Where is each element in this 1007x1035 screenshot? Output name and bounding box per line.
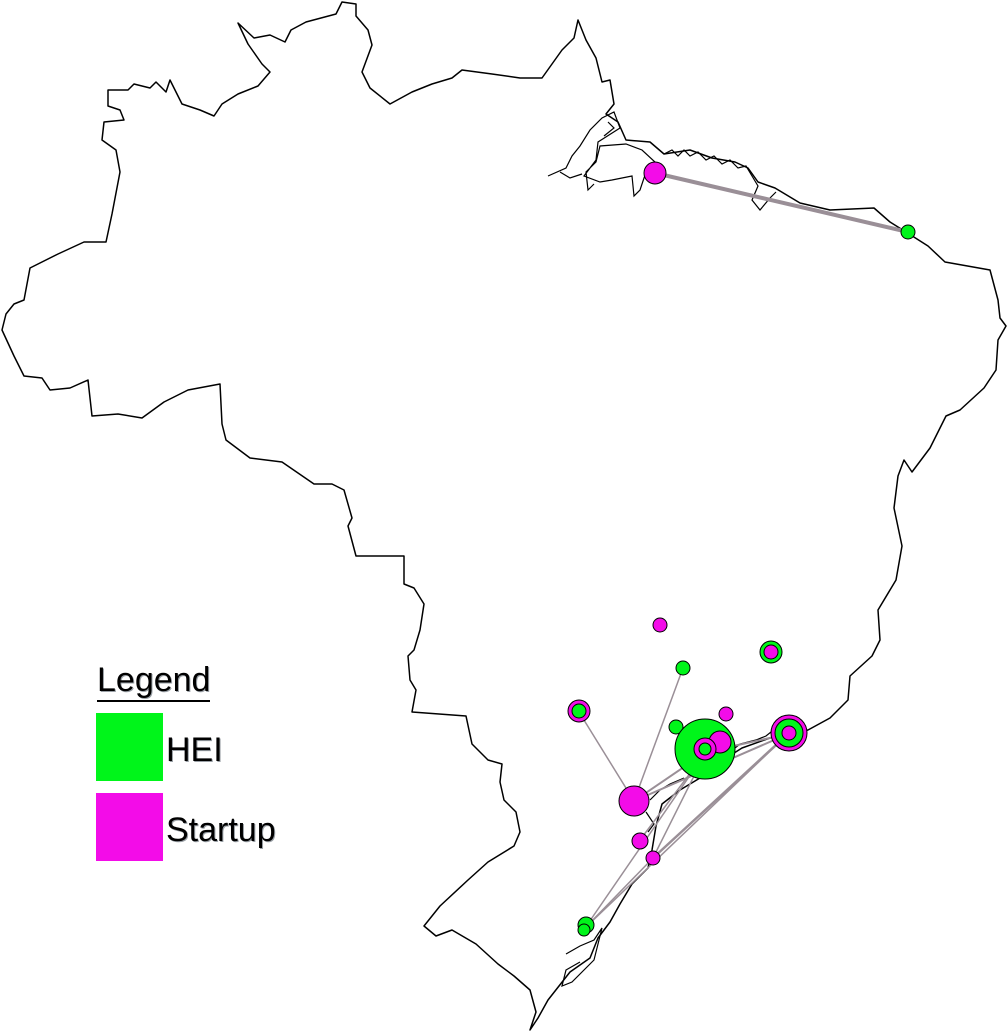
startup-node: [718, 706, 734, 722]
hei-node: [668, 719, 684, 735]
startup-node: [643, 161, 667, 185]
legend-label-startup: Startup: [166, 811, 276, 849]
legend-swatch-hei: [96, 713, 163, 781]
amazon-delta-outline: [547, 111, 656, 198]
startup-node: [618, 785, 650, 817]
legend-title: Legend: [97, 660, 211, 702]
north-coast-detail: [663, 149, 777, 211]
hei-node: [577, 923, 591, 937]
startup-node: [763, 644, 779, 660]
startup-node: [645, 850, 661, 866]
legend-swatch-startup: [96, 793, 163, 861]
network-nodes: [567, 161, 916, 937]
startup-node: [652, 617, 668, 633]
hei-node: [571, 703, 587, 719]
legend-label-hei: HEI: [166, 731, 223, 769]
hei-node: [675, 660, 691, 676]
startup-node: [631, 832, 649, 850]
hei-node: [698, 742, 712, 756]
startup-node: [781, 725, 797, 741]
hei-node: [900, 224, 916, 240]
